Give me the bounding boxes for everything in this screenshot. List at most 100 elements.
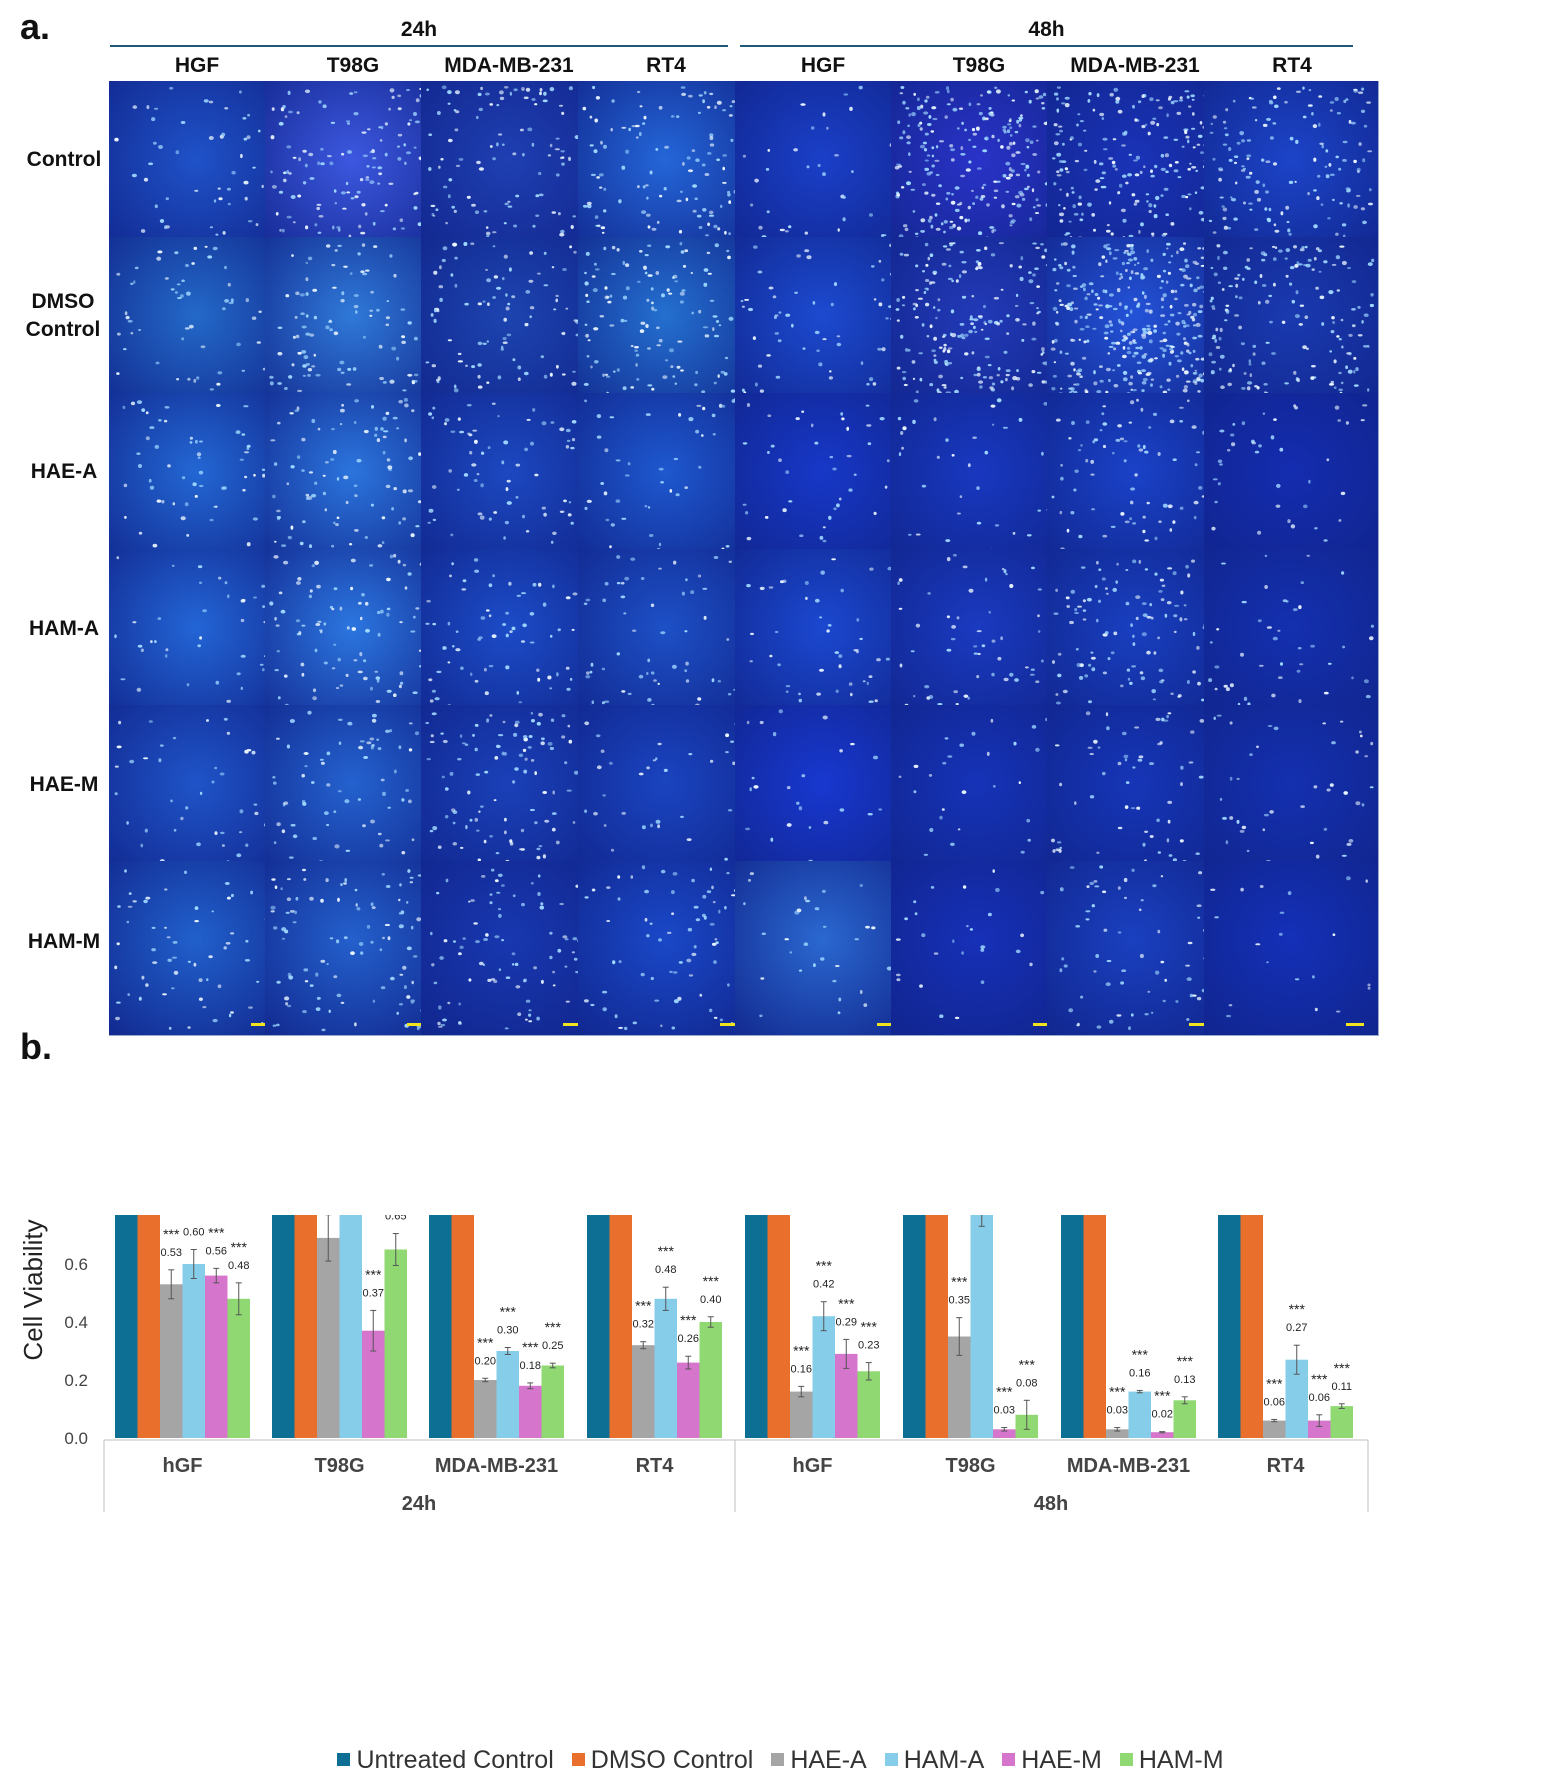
bar-hae-a (790, 1391, 813, 1438)
micrograph-ham-a-mda-48h (1047, 549, 1222, 724)
bar-ham-a (496, 1351, 519, 1438)
bar-dmso-control (1240, 1215, 1263, 1438)
micrograph-hae-m-mda-48h (1047, 705, 1222, 880)
significance-label: *** (208, 1224, 225, 1240)
scale-bar (407, 1023, 425, 1026)
micrograph-ham-a-t98g-24h (265, 549, 440, 724)
column-label-mda-24h: MDA-MB-231 (444, 54, 574, 77)
nuclei-field (742, 403, 905, 558)
micrograph-ham-a-hgf-24h (109, 549, 284, 724)
data-label: 0.40 (700, 1294, 721, 1306)
bar-dmso-control (137, 1215, 160, 1438)
micrograph-ham-m-mda-24h (421, 861, 596, 1036)
data-label: 0.02 (1152, 1409, 1173, 1421)
data-label: 0.56 (206, 1245, 227, 1257)
nuclei-field (425, 558, 592, 720)
bar-hae-m (835, 1353, 858, 1438)
data-label: 0.13 (1174, 1374, 1195, 1386)
data-label: 0.26 (678, 1333, 699, 1345)
nuclei-field (745, 709, 906, 872)
significance-label: *** (522, 1339, 539, 1355)
significance-label: *** (1154, 1388, 1171, 1404)
legend-label: HAE-M (1021, 1746, 1102, 1774)
panel-a-label: a. (20, 6, 51, 47)
nuclei-field (1210, 876, 1371, 1018)
nuclei-field (1208, 86, 1374, 250)
x-group-label-48h: 48h (1034, 1493, 1068, 1515)
row-label-hae-m: HAE-M (29, 773, 99, 796)
x-category-label: hGF (163, 1455, 203, 1477)
data-label: 0.11 (1331, 1381, 1352, 1393)
nuclei-field (584, 397, 748, 560)
bar-hae-a (160, 1284, 183, 1438)
y-tick-label: 0.2 (64, 1371, 88, 1390)
nuclei-field (895, 869, 1062, 1028)
data-label: 0.30 (497, 1325, 518, 1337)
micrograph-hae-a-t98g-48h (891, 393, 1066, 568)
bar-ham-a (1285, 1359, 1308, 1438)
significance-label: *** (1334, 1360, 1351, 1376)
bar-untreated-control (587, 1215, 610, 1438)
data-label: 0.08 (1016, 1377, 1037, 1389)
column-label-mda-48h: MDA-MB-231 (1070, 54, 1200, 77)
significance-label: *** (1109, 1384, 1126, 1400)
bar-chart: 0.00.20.40.60.81.01.2Cell Viability1.001… (18, 1215, 1369, 1515)
data-label: 0.25 (542, 1340, 563, 1352)
legend-item: HAE-M (1002, 1746, 1102, 1775)
nuclei-field (584, 865, 746, 1031)
data-label: 0.18 (520, 1360, 541, 1372)
legend-swatch (1002, 1753, 1016, 1766)
bar-hae-a (317, 1237, 340, 1438)
micrograph-ham-a-hgf-48h (735, 549, 910, 724)
micrograph-hae-a-hgf-24h (109, 393, 284, 568)
legend-item: DMSO Control (571, 1746, 754, 1775)
significance-label: *** (680, 1312, 697, 1328)
micrograph-hae-a-mda-24h (421, 393, 596, 568)
bar-ham-a (182, 1264, 205, 1438)
significance-label: *** (861, 1319, 878, 1335)
micrograph-dmso-control-mda-24h (421, 237, 596, 412)
nuclei-field (1208, 244, 1376, 407)
legend-item: Untreated Control (337, 1746, 554, 1775)
bar-hae-m (1308, 1420, 1331, 1438)
bar-untreated-control (1061, 1215, 1084, 1438)
significance-label: *** (186, 1215, 203, 1222)
significance-label: *** (951, 1274, 968, 1290)
bar-dmso-control (451, 1215, 474, 1438)
data-label: 0.48 (655, 1264, 676, 1276)
bar-dmso-control (609, 1215, 632, 1438)
micrograph-ham-a-mda-24h (421, 549, 596, 724)
significance-label: *** (793, 1342, 810, 1358)
nuclei-field (746, 558, 904, 713)
nuclei-field (583, 242, 748, 406)
legend-swatch (1119, 1753, 1133, 1766)
significance-label: *** (703, 1273, 720, 1289)
nuclei-field (426, 85, 593, 249)
legend-swatch (771, 1753, 785, 1766)
nuclei-field (114, 710, 277, 869)
column-label-rt4-48h: RT4 (1272, 54, 1312, 77)
bar-dmso-control (925, 1215, 948, 1438)
nuclei-field (425, 712, 591, 875)
data-label: 0.53 (161, 1247, 182, 1259)
x-category-label: RT4 (636, 1455, 675, 1477)
bar-hae-a (1263, 1420, 1286, 1438)
data-label: 0.06 (1309, 1392, 1330, 1404)
data-label: 0.60 (183, 1227, 204, 1239)
scale-bar (720, 1023, 738, 1026)
data-label: 0.42 (813, 1279, 834, 1291)
time-group-label-48h: 48h (1028, 18, 1065, 41)
legend-label: DMSO Control (590, 1746, 754, 1774)
micrograph-ham-a-rt4-48h (1204, 549, 1379, 724)
y-tick-label: 0.6 (64, 1255, 88, 1274)
significance-label: *** (838, 1295, 855, 1311)
column-label-t98g-24h: T98G (326, 54, 380, 77)
time-group-label-24h: 24h (400, 18, 438, 41)
y-tick-label: 0.8 (64, 1215, 88, 1216)
bar-ham-a (654, 1298, 677, 1438)
bar-ham-a (812, 1316, 835, 1438)
micrograph-control-rt4-48h (1204, 81, 1379, 256)
legend-swatch (884, 1753, 898, 1766)
micrograph-dmso-control-rt4-24h (578, 237, 753, 412)
micrograph-control-hgf-24h (109, 81, 284, 256)
